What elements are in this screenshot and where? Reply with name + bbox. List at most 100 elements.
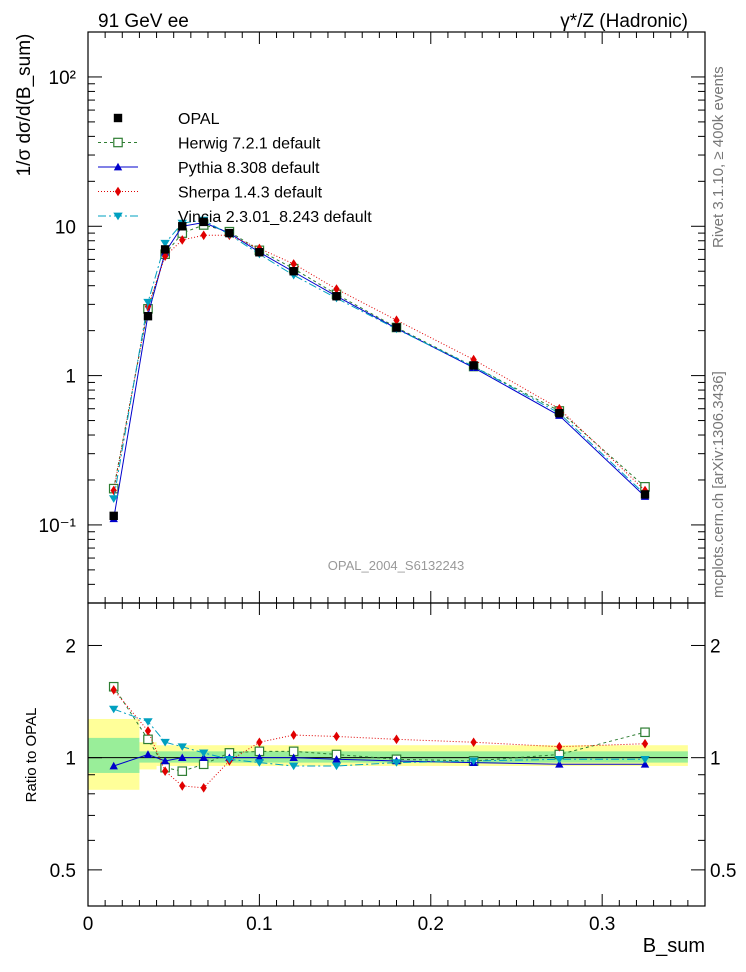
ratio-1-point-11 xyxy=(555,760,564,768)
axes-frames: 0 0.1 0.2 0.3 10⁻¹ 1 10 10² 0.5 0.5 1 1 2 2 xyxy=(39,31,736,935)
ratio-panel xyxy=(88,681,688,793)
series-2-point-2 xyxy=(161,251,169,262)
legend-label-3: Sherpa 1.4.3 default xyxy=(178,185,323,202)
legend-marker-1 xyxy=(113,137,123,148)
ytick-ratio-label-right-1: 1 xyxy=(710,749,721,770)
data-point-5 xyxy=(225,228,234,238)
series-2-point-0 xyxy=(110,485,117,496)
series-2-point-3 xyxy=(179,235,186,245)
ylabel-main: 1/σ dσ/d(B_sum) xyxy=(14,34,35,177)
legend-label-2: Pythia 8.308 default xyxy=(178,160,320,177)
legend-marker-0 xyxy=(113,113,123,123)
header-right: γ*/Z (Hadronic) xyxy=(560,11,688,32)
ytick-main-label-3: 10² xyxy=(49,68,76,89)
ratio-1-point-6 xyxy=(255,753,264,762)
series-2-point-10 xyxy=(470,354,477,365)
legend-label-4: Vincia 2.3.01_8.243 default xyxy=(178,209,372,226)
ratio-1-point-8 xyxy=(332,755,341,763)
ratio-3-point-5 xyxy=(224,755,235,764)
xlabel: B_sum xyxy=(643,935,705,957)
ratio-2-point-7 xyxy=(290,730,297,740)
ytick-ratio-label-right-0: 0.5 xyxy=(710,861,736,882)
ratio-2-point-10 xyxy=(470,737,477,748)
data-point-12 xyxy=(640,490,650,499)
main-panel xyxy=(108,216,650,523)
ratio-3-point-8 xyxy=(331,762,342,771)
ratio-1-point-1 xyxy=(143,750,153,758)
data-point-9 xyxy=(392,323,401,332)
ratio-3-point-12 xyxy=(640,755,650,764)
series-3-point-0 xyxy=(109,495,119,503)
series-line-0 xyxy=(113,224,646,489)
legend: OPAL Herwig 7.2.1 default Pythia 8.308 def… xyxy=(98,111,372,226)
series-2-point-7 xyxy=(290,259,297,269)
header-left: 91 GeV ee xyxy=(98,11,189,32)
data-point-7 xyxy=(289,267,298,276)
ytick-ratio-label-left-2: 2 xyxy=(65,636,76,657)
data-point-8 xyxy=(332,292,341,301)
ratio-3-point-6 xyxy=(254,759,265,767)
legend-label-1: Herwig 7.2.1 default xyxy=(178,136,321,153)
ratio-2-point-8 xyxy=(333,731,340,742)
series-line-2 xyxy=(113,234,646,491)
series-2-point-9 xyxy=(393,315,400,325)
ratio-3-point-11 xyxy=(554,755,565,764)
series-2-point-4 xyxy=(200,230,207,241)
xtick-label-0: 0 xyxy=(83,914,94,935)
data-point-1 xyxy=(143,311,153,321)
ratio-0-point-4 xyxy=(198,759,209,770)
ytick-ratio-label-right-2: 2 xyxy=(710,636,721,657)
ratio-2-point-12 xyxy=(641,738,649,749)
series-2-point-1 xyxy=(144,301,152,312)
data-point-6 xyxy=(255,248,264,257)
ytick-ratio-label-left-1: 1 xyxy=(65,749,76,770)
analysis-watermark: OPAL_2004_S6132243 xyxy=(328,558,464,573)
ratio-0-point-12 xyxy=(640,727,650,738)
ratio-3-point-2 xyxy=(160,738,170,747)
data-point-2 xyxy=(160,245,170,254)
ratio-1-point-2 xyxy=(160,756,170,765)
rivet-label: Rivet 3.1.10, ≥ 400k events xyxy=(710,66,727,248)
ytick-main-label-0: 10⁻¹ xyxy=(39,516,77,537)
data-point-3 xyxy=(178,222,187,231)
series-line-1 xyxy=(113,221,646,519)
ytick-ratio-label-left-0: 0.5 xyxy=(50,861,76,882)
legend-marker-2 xyxy=(113,162,123,171)
ytick-main-label-2: 10 xyxy=(55,217,76,238)
ratio-3-point-10 xyxy=(468,757,479,766)
ratio-0-point-1 xyxy=(143,734,153,745)
band-stat-1 xyxy=(139,751,688,763)
ratio-3-point-1 xyxy=(143,718,153,726)
ratio-3-point-9 xyxy=(391,759,402,767)
ytick-main-label-1: 1 xyxy=(65,367,76,388)
data-point-0 xyxy=(109,511,118,521)
series-2-point-8 xyxy=(333,284,340,294)
series-3-point-1 xyxy=(143,298,153,307)
legend-label-0: OPAL xyxy=(178,111,220,128)
ratio-2-point-3 xyxy=(179,781,186,791)
ratio-2-point-9 xyxy=(393,734,400,745)
data-point-4 xyxy=(199,217,208,227)
ratio-1-point-12 xyxy=(640,760,650,768)
xtick-label-3: 0.3 xyxy=(589,914,615,935)
xtick-label-2: 0.2 xyxy=(418,914,444,935)
legend-marker-3 xyxy=(114,186,122,197)
ratio-2-point-4 xyxy=(200,783,207,793)
data-point-10 xyxy=(469,361,478,370)
ratio-line-2 xyxy=(113,689,646,789)
series-3-point-2 xyxy=(160,239,170,248)
ratio-2-point-0 xyxy=(110,685,117,695)
mcplots-label: mcplots.cern.ch [arXiv:1306.3436] xyxy=(710,371,727,598)
ratio-2-point-6 xyxy=(256,737,263,748)
ratio-3-point-0 xyxy=(109,705,119,714)
series-line-3 xyxy=(113,219,646,499)
ylabel-ratio: Ratio to OPAL xyxy=(23,708,40,803)
ratio-uncertainty-bands xyxy=(88,718,688,790)
ratio-1-point-0 xyxy=(109,761,118,770)
legend-marker-4 xyxy=(113,212,123,221)
ratio-1-point-3 xyxy=(178,753,187,762)
ratio-3-point-4 xyxy=(198,749,209,758)
ratio-1-point-7 xyxy=(289,753,298,762)
ratio-1-point-4 xyxy=(199,753,208,762)
ratio-3-point-7 xyxy=(288,762,299,771)
